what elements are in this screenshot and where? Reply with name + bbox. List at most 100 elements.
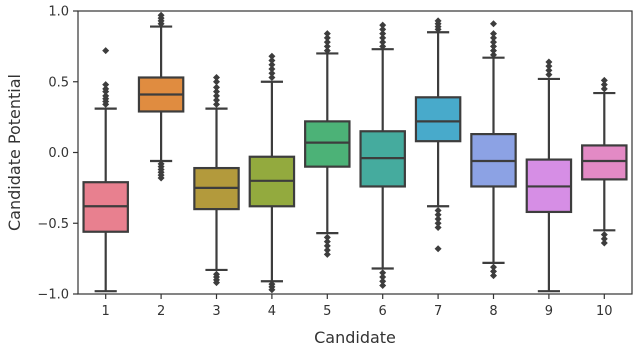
x-tick-label: 3: [212, 304, 220, 319]
outlier-point: [545, 71, 553, 79]
outlier-point: [323, 246, 331, 254]
outlier-point: [490, 34, 497, 42]
interquartile-box: [304, 120, 351, 168]
outlier-point: [323, 47, 331, 55]
outlier-point: [434, 223, 442, 231]
x-tick-label: 2: [157, 304, 165, 319]
boxes-layer: [82, 11, 628, 294]
outlier-point: [379, 42, 387, 50]
outlier-point: [600, 85, 608, 93]
outlier-point: [213, 279, 220, 287]
x-tick-label: 5: [323, 304, 331, 319]
box-candidate-8: [470, 20, 517, 280]
outlier-point: [268, 65, 276, 73]
outlier-point: [323, 42, 331, 50]
x-axis: 1 2 3 4 5 6 7 8 9 10: [102, 294, 613, 319]
y-tick-label: −0.5: [37, 217, 69, 232]
outlier-point: [434, 211, 442, 219]
outlier-point: [323, 233, 331, 241]
x-tick-label: 6: [379, 304, 387, 319]
outlier-point: [323, 30, 331, 38]
outlier-point: [323, 38, 331, 46]
box-candidate-9: [525, 58, 573, 293]
y-axis: −1.0 −0.5 0.0 0.5 1.0: [37, 5, 78, 303]
interquartile-box: [581, 144, 628, 181]
outlier-point: [379, 277, 387, 285]
outlier-point: [379, 34, 387, 42]
x-tick-label: 7: [434, 304, 442, 319]
outlier-point: [490, 38, 497, 46]
outlier-point: [268, 74, 276, 82]
outlier-point: [434, 215, 442, 223]
x-tick-label: 8: [489, 304, 497, 319]
outlier-point: [268, 286, 276, 294]
y-tick-label: 0.0: [48, 146, 69, 161]
outlier-point: [545, 58, 553, 66]
outlier-point: [490, 272, 497, 280]
outlier-point: [545, 62, 553, 70]
outlier-point: [213, 83, 220, 91]
outlier-point: [102, 92, 110, 100]
outlier-point: [490, 20, 497, 28]
outlier-point: [600, 81, 608, 89]
outlier-point: [434, 245, 442, 253]
box-candidate-10: [581, 76, 628, 247]
outlier-point: [600, 239, 608, 247]
outlier-point: [102, 81, 110, 89]
outlier-point: [379, 21, 387, 29]
outlier-point: [434, 219, 442, 227]
y-tick-label: 1.0: [48, 5, 69, 20]
box-candidate-7: [414, 17, 462, 253]
outlier-point: [379, 269, 387, 277]
outlier-point: [213, 100, 220, 108]
outlier-point: [102, 47, 110, 55]
outlier-point: [157, 11, 165, 19]
outlier-point: [213, 74, 220, 82]
outlier-point: [213, 96, 220, 104]
x-tick-label: 10: [596, 304, 613, 319]
outlier-point: [268, 69, 276, 77]
box-candidate-1: [82, 47, 129, 293]
box-candidate-5: [304, 30, 351, 258]
outlier-point: [379, 273, 387, 281]
outlier-point: [268, 61, 276, 69]
outlier-point: [323, 238, 331, 246]
y-tick-label: −1.0: [37, 288, 69, 303]
outlier-point: [545, 66, 553, 74]
outlier-point: [102, 85, 110, 93]
box-candidate-2: [137, 11, 185, 182]
x-tick-label: 9: [545, 304, 553, 319]
outlier-point: [323, 34, 331, 42]
outlier-point: [600, 231, 608, 239]
outlier-point: [490, 47, 497, 55]
outlier-point: [379, 38, 387, 46]
outlier-point: [268, 52, 276, 60]
x-tick-label: 1: [102, 304, 110, 319]
box-candidate-4: [248, 52, 296, 294]
outlier-point: [213, 78, 220, 86]
outlier-point: [434, 207, 442, 215]
outlier-point: [157, 174, 165, 182]
outlier-point: [323, 242, 331, 250]
outlier-point: [490, 30, 497, 38]
outlier-point: [379, 25, 387, 33]
outlier-point: [600, 235, 608, 243]
interquartile-box: [414, 96, 462, 143]
x-axis-label: Candidate: [314, 328, 396, 347]
outlier-point: [490, 51, 497, 59]
outlier-point: [213, 88, 220, 96]
outlier-point: [600, 76, 608, 84]
outlier-point: [379, 30, 387, 38]
outlier-point: [490, 263, 497, 271]
box-candidate-6: [359, 21, 406, 290]
y-axis-label: Candidate Potential: [5, 74, 24, 231]
box-candidate-3: [193, 74, 240, 287]
outlier-point: [490, 267, 497, 275]
outlier-point: [213, 92, 220, 100]
outlier-point: [268, 57, 276, 65]
x-tick-label: 4: [268, 304, 276, 319]
outlier-point: [434, 17, 442, 25]
outlier-point: [379, 282, 387, 290]
outlier-point: [323, 250, 331, 258]
